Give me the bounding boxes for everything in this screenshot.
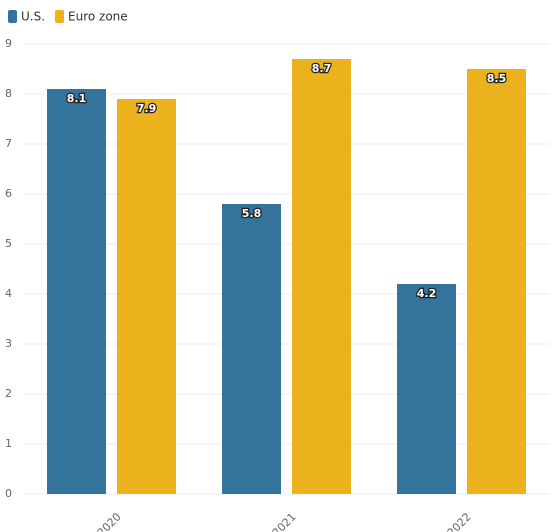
bar — [467, 69, 526, 494]
value-label: 8.1 — [67, 92, 87, 105]
legend-swatch — [8, 10, 17, 23]
y-tick-label: 8 — [5, 87, 12, 100]
bar — [292, 59, 351, 494]
value-label: 8.5 — [487, 72, 507, 85]
y-tick-label: 6 — [5, 187, 12, 200]
y-tick-label: 7 — [5, 137, 12, 150]
y-tick-label: 0 — [5, 487, 12, 500]
value-label: 7.9 — [137, 102, 157, 115]
value-label: 8.7 — [312, 62, 332, 75]
value-label: 5.8 — [242, 207, 262, 220]
y-tick-label: 2 — [5, 387, 12, 400]
y-tick-label: 5 — [5, 237, 12, 250]
x-tick-label: 2022 — [445, 510, 474, 532]
legend-label: Euro zone — [68, 10, 128, 24]
bar — [397, 284, 456, 494]
y-tick-label: 4 — [5, 287, 12, 300]
y-tick-label: 3 — [5, 337, 12, 350]
y-tick-label: 9 — [5, 37, 12, 50]
bar — [117, 99, 176, 494]
y-tick-label: 1 — [5, 437, 12, 450]
x-tick-label: 2020 — [95, 510, 124, 532]
value-label: 4.2 — [417, 287, 437, 300]
bar — [222, 204, 281, 494]
bar — [47, 89, 106, 494]
legend-label: U.S. — [21, 10, 45, 24]
legend-swatch — [55, 10, 65, 23]
x-tick-label: 2021 — [270, 510, 299, 532]
